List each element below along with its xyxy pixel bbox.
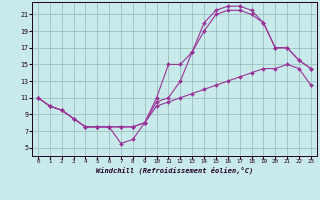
X-axis label: Windchill (Refroidissement éolien,°C): Windchill (Refroidissement éolien,°C) xyxy=(96,167,253,174)
